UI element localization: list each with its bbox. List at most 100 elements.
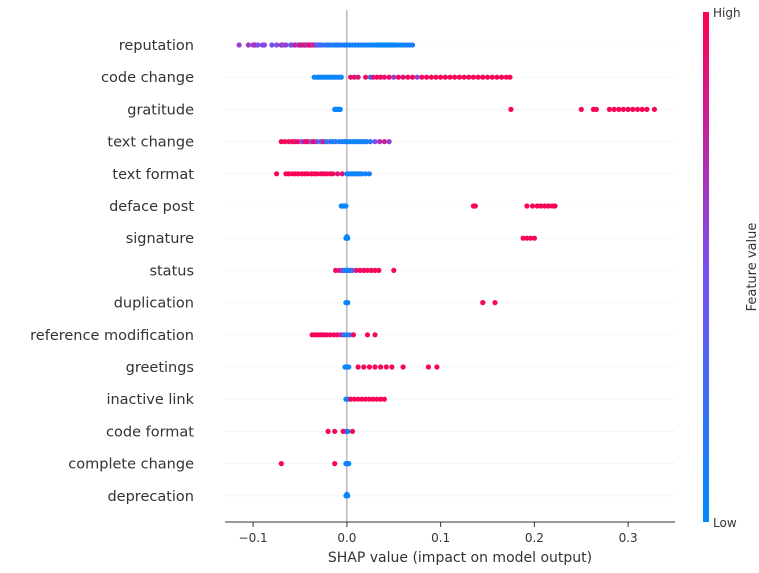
data-point [370, 396, 376, 402]
data-point [524, 235, 530, 241]
data-point [503, 74, 509, 80]
data-point [346, 364, 352, 370]
data-point [372, 139, 378, 145]
data-point [278, 461, 284, 467]
data-point [434, 364, 440, 370]
data-point [332, 461, 338, 467]
data-point [456, 74, 462, 80]
data-point [386, 74, 392, 80]
data-point [269, 42, 275, 48]
data-point [236, 42, 242, 48]
data-point [480, 300, 486, 306]
data-point [484, 74, 491, 80]
data-point [361, 267, 367, 273]
data-point [348, 396, 354, 402]
data-point [304, 171, 311, 177]
data-point [499, 74, 505, 80]
data-point [606, 106, 613, 112]
data-point [286, 139, 292, 145]
x-axis: −0.1 0.0 0.1 0.2 0.3 [225, 521, 675, 545]
data-point [343, 203, 349, 209]
data-point [409, 42, 416, 48]
data-point [452, 74, 458, 80]
data-point [593, 106, 599, 112]
colorbar-high-label: High [713, 6, 741, 20]
data-point [374, 74, 380, 80]
data-point [529, 203, 536, 209]
x-tick-label: 0.0 [337, 531, 356, 545]
data-point [323, 332, 329, 338]
data-point [378, 74, 384, 80]
data-point [348, 74, 354, 80]
data-point [337, 106, 343, 112]
dots-layer [236, 42, 658, 499]
data-point [528, 235, 534, 241]
data-point [630, 106, 636, 112]
data-point [400, 364, 406, 370]
data-point [245, 42, 251, 48]
data-point [545, 203, 552, 209]
data-point [472, 203, 478, 209]
data-point [368, 267, 374, 273]
data-point [350, 332, 356, 338]
data-point [433, 74, 439, 80]
data-point [425, 364, 431, 370]
data-point [261, 42, 267, 48]
data-point [366, 396, 372, 402]
data-point [295, 171, 301, 177]
data-point [295, 139, 301, 145]
data-point [364, 139, 370, 145]
feature-label: inactive link [106, 392, 194, 408]
data-point [340, 428, 346, 434]
data-point [507, 74, 513, 80]
x-tick-label: 0.2 [525, 531, 544, 545]
data-point [508, 106, 514, 112]
data-point [355, 396, 361, 402]
feature-label: text change [107, 135, 194, 151]
data-point [304, 139, 311, 145]
data-point [391, 267, 397, 273]
data-point [395, 74, 401, 80]
data-point [625, 106, 631, 112]
data-point [644, 106, 650, 112]
data-point [620, 106, 627, 112]
data-point [480, 74, 486, 80]
data-point [466, 74, 472, 80]
data-point [524, 203, 530, 209]
data-point [389, 364, 395, 370]
data-point [344, 491, 350, 497]
data-point [332, 428, 338, 434]
data-point [381, 74, 387, 80]
data-point [274, 171, 280, 177]
data-point [364, 332, 371, 338]
data-point [334, 332, 341, 338]
data-point [274, 42, 280, 48]
data-point [344, 234, 350, 240]
data-point [461, 74, 467, 80]
data-point [355, 74, 361, 80]
feature-label: code change [101, 70, 194, 86]
data-point [611, 106, 617, 112]
data-point [376, 267, 382, 273]
x-tick-label: 0.3 [619, 531, 638, 545]
feature-labels: reputation code change gratitude text chang… [30, 38, 194, 505]
data-point [377, 139, 383, 145]
data-point [323, 139, 329, 145]
data-point [351, 396, 357, 402]
data-point [351, 74, 357, 80]
row-guides [225, 44, 675, 497]
data-point [405, 74, 411, 80]
data-point [578, 106, 584, 112]
x-tick-label: 0.1 [431, 531, 450, 545]
data-point [346, 461, 352, 467]
data-point [634, 106, 641, 112]
data-point [381, 396, 387, 402]
feature-label: status [149, 263, 194, 279]
data-point [349, 267, 356, 273]
data-point [372, 267, 378, 273]
data-point [367, 139, 373, 145]
data-point [442, 74, 448, 80]
data-point [364, 267, 371, 273]
data-point [447, 74, 453, 80]
